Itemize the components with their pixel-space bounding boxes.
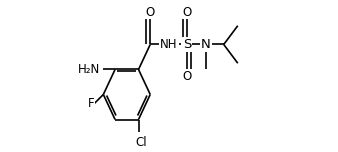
Text: O: O (183, 6, 192, 19)
Text: Cl: Cl (135, 136, 147, 149)
Text: NH: NH (160, 38, 178, 51)
Text: O: O (183, 70, 192, 83)
Text: N: N (201, 38, 211, 51)
Text: F: F (88, 97, 95, 110)
Text: O: O (146, 6, 155, 19)
Text: S: S (183, 38, 191, 51)
Text: H₂N: H₂N (78, 63, 100, 76)
